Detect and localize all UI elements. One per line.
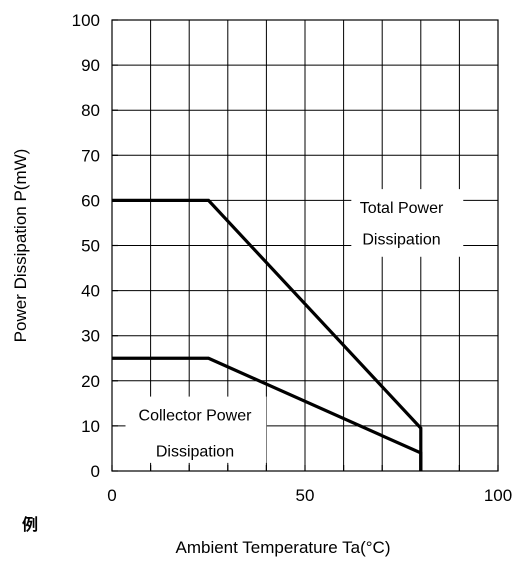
annotation-background (351, 189, 464, 257)
y-tick-label: 100 (72, 11, 100, 30)
corner-text-fragment: 例 (22, 515, 38, 534)
y-tick-label: 70 (81, 146, 100, 165)
y-tick-label: 80 (81, 101, 100, 120)
y-tick-label: 90 (81, 56, 100, 75)
y-tick-label: 10 (81, 417, 100, 436)
annotation-background (125, 396, 267, 463)
y-tick-label: 40 (81, 282, 100, 301)
y-tick-label: 0 (91, 462, 100, 481)
y-tick-label: 30 (81, 327, 100, 346)
collector-power-dissipation-line (112, 356, 423, 471)
y-tick-label: 20 (81, 372, 100, 391)
x-tick-label: 100 (484, 486, 512, 505)
y-tick-label: 50 (81, 237, 100, 256)
x-axis-title: Ambient Temperature Ta(°C) (176, 538, 391, 557)
annotation-label: Dissipation (156, 444, 234, 461)
annotation-label: Collector Power (139, 408, 253, 425)
annotation-label: Dissipation (362, 232, 440, 249)
annotation-label: Total Power (360, 200, 444, 217)
total-power-dissipation-line (112, 198, 423, 471)
x-tick-label: 50 (296, 486, 315, 505)
x-tick-label: 0 (107, 486, 116, 505)
y-axis-title: Power Dissipation P(mW) (11, 149, 30, 343)
y-tick-label: 60 (81, 191, 100, 210)
